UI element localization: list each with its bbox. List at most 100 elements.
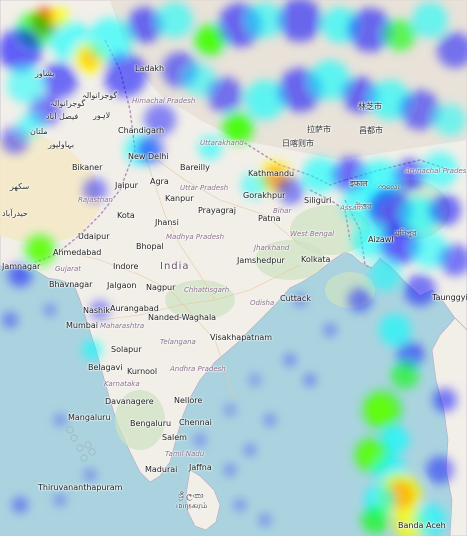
heat-spot [7,67,43,103]
city-label: Bengaluru [130,419,172,428]
city-label: Kolkata [301,255,331,264]
city-label: Kota [117,211,135,220]
state-label: Tamil Nadu [165,450,205,458]
city-label: Salem [162,433,187,442]
city-label: Chandigarh [118,126,165,135]
city-label-nonlatin: மாநகரம் [176,501,208,510]
state-label: Bihar [273,207,292,215]
city-label: Solapur [111,345,142,354]
city-label-nonlatin: 日喀则市 [282,139,314,148]
city-label: Banda Aceh [398,521,446,530]
island-marker [66,426,74,434]
heat-spot [412,232,448,268]
heat-spot [342,77,378,113]
island-marker [76,444,84,452]
city-label: Belagavi [88,363,123,372]
city-label: Aurangabad [110,304,159,313]
heat-spot [194,434,206,446]
heat-spot [157,2,193,38]
heat-spot [437,32,467,68]
city-label: Nagpur [146,283,176,292]
city-label: Mangaluru [68,413,111,422]
heat-spot [429,194,461,226]
heat-spot [422,152,458,188]
heat-spot [0,28,42,72]
heat-spot [348,8,392,52]
forest-area [255,240,325,280]
heat-spot [264,414,276,426]
state-label: Madhya Pradesh [166,233,225,241]
state-label: West Bengal [290,230,335,238]
city-label-nonlatin: ශ්‍රී ලංකා [178,491,204,500]
heat-spot [234,499,246,511]
heat-spot [222,112,254,144]
state-label: Assam [340,204,364,212]
road [59,249,236,401]
heat-spot [332,157,368,193]
heat-spot [24,234,56,266]
state-label: Gujarat [55,265,82,273]
heat-spot [103,53,147,97]
country-border [309,189,351,241]
heat-spot [433,388,457,412]
heat-spot [82,340,102,360]
island-marker [88,448,96,456]
city-label: Kathmandu [248,169,295,178]
city-label: Mumbai [66,321,98,330]
state-label: Karnataka [104,380,140,388]
heat-spot [426,456,454,484]
city-label: Jhansi [155,218,179,227]
city-label: Taunggyi [432,293,467,302]
myanmar-coast [431,317,467,536]
heat-spot [379,314,411,346]
heat-spot [352,222,388,258]
heat-spot [241,171,269,199]
heat-spot [302,157,338,193]
heat-spot [276,176,304,204]
heat-spot [42,62,78,98]
heat-spot [44,304,56,316]
road [144,154,216,301]
heat-spot [198,136,222,160]
city-label-nonlatin: উত্তর [355,202,372,211]
heat-spot [90,300,110,320]
forest-area [115,390,165,450]
city-label: Aizawl [368,235,394,244]
state-label: Odisha [250,299,275,307]
desert-area [0,130,100,245]
city-label: Ladakh [135,64,165,73]
city-label-nonlatin: گوجرانوالہ [82,91,118,100]
city-label-nonlatin: حیدرآباد [2,209,28,218]
city-label-nonlatin: মণিপুর [395,229,417,238]
heat-spot [136,136,164,164]
city-label: Udaipur [78,232,110,241]
country-label: India [160,261,190,272]
city-label: Nashik [83,306,110,315]
city-label: Prayagraj [198,206,237,215]
city-label: Jamshedpur [237,256,285,265]
city-label: Chennai [179,418,212,427]
heat-spot [380,225,420,265]
city-label: Madurai [145,465,178,474]
city-label: Cuttack [280,294,311,303]
heat-spot [244,444,256,456]
city-label: Bhavnagar [49,280,93,289]
city-label-nonlatin: 林芝市 [358,102,382,111]
island-marker [80,454,88,462]
city-label: New Delhi [128,152,169,161]
heat-spot [294,294,306,306]
heat-spot [127,7,163,43]
island-marker [70,434,78,442]
city-label: Bhopal [136,242,164,251]
city-label: Jamnagar [2,262,41,271]
road [99,264,301,321]
city-label: Jaffna [189,463,212,472]
sri-lanka [185,469,221,531]
city-label: Jalgaon [107,281,137,290]
island-marker [84,441,92,449]
heat-spot [88,18,132,62]
city-label-nonlatin: इंफाल [350,179,368,188]
city-label-nonlatin: لاہور [93,111,111,120]
